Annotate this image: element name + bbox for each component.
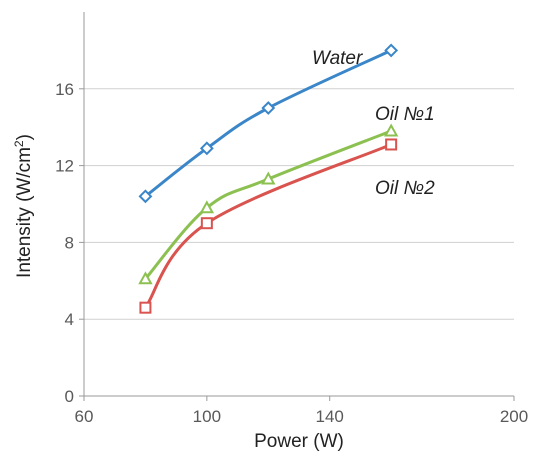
y-axis-title-close: ) [14,134,35,140]
axes [79,12,515,401]
data-point-1-1 [199,200,215,214]
series-label-oil2: Oil №2 [375,178,435,199]
data-point-1-0 [138,271,153,285]
y-tick-label-4: 4 [65,310,74,329]
data-point-0-1 [199,141,214,156]
data-point-2-0 [139,301,152,314]
x-axis-title: Power (W) [254,431,344,452]
data-point-1-3 [383,123,399,137]
y-tick-label-8: 8 [65,233,74,252]
data-point-1-2 [261,171,276,185]
series-label-oil1: Oil №1 [375,104,435,125]
tick-labels: 60 100 140 200 0 4 8 12 16 [55,80,528,426]
series-line-1 [143,129,393,281]
series-group [138,43,399,314]
y-axis-title: Intensity (W/cm2) [12,134,35,278]
y-axis-title-main: Intensity (W/cm [14,147,35,278]
series-1 [138,123,399,285]
data-point-2-1 [200,217,213,230]
data-point-0-2 [261,101,276,115]
x-tick-label-100: 100 [193,407,221,426]
series-2 [139,138,398,314]
series-0 [138,43,399,204]
y-tick-label-16: 16 [55,80,74,99]
data-point-2-2 [385,138,398,151]
y-tick-label-0: 0 [65,387,74,406]
series-line-0 [143,48,393,198]
series-label-water: Water [312,48,363,69]
x-tick-label-140: 140 [316,407,344,426]
y-tick-label-12: 12 [55,157,74,176]
data-point-0-3 [384,43,399,58]
grid-lines [84,88,514,320]
x-tick-label-200: 200 [500,407,528,426]
x-tick-label-60: 60 [75,407,94,426]
y-axis-title-sup: 2 [12,140,26,147]
series-line-2 [143,142,393,310]
data-point-0-0 [138,189,153,204]
